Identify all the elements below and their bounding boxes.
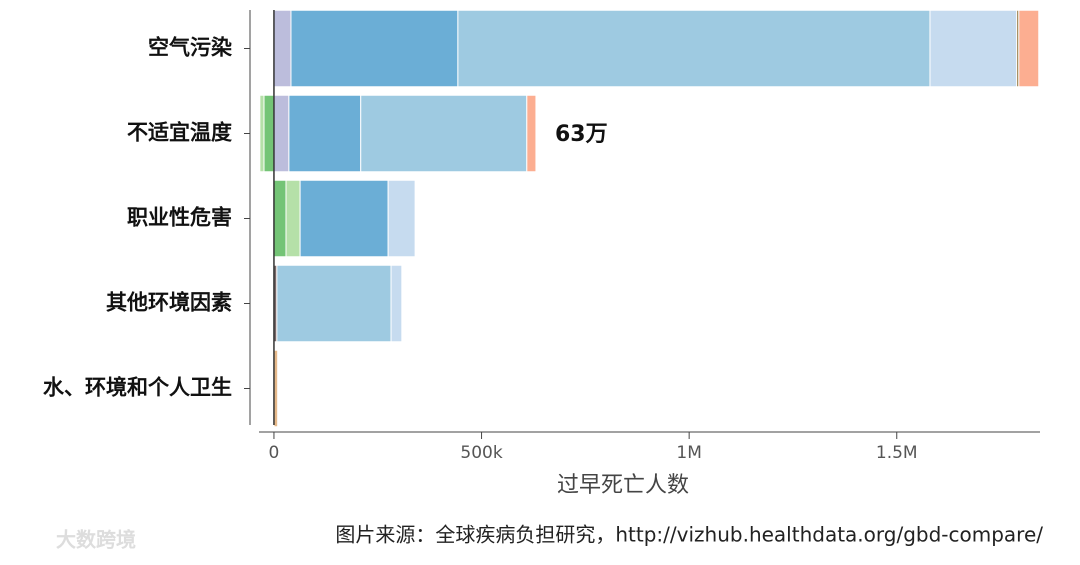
bar-segment	[263, 94, 275, 173]
bar-segment	[929, 9, 1018, 88]
x-tick-label: 1.5M	[876, 443, 918, 463]
x-axis-label: 过早死亡人数	[557, 473, 689, 498]
bar-segment	[1018, 9, 1040, 88]
bar-segment	[390, 264, 403, 343]
annotation: 63万	[555, 122, 608, 147]
watermark: 大数跨境	[56, 528, 136, 552]
bar-segment	[273, 9, 292, 88]
y-tick-label: 职业性危害	[127, 206, 232, 230]
bar-segment	[526, 94, 537, 173]
x-tick-label: 500k	[460, 443, 502, 463]
bar-segment	[457, 9, 931, 88]
bar-segment	[259, 94, 265, 173]
bar-segment	[288, 94, 362, 173]
bar-segment	[276, 264, 392, 343]
bar-segment	[273, 179, 287, 258]
x-tick-label: 1M	[676, 443, 701, 463]
bar-segment	[290, 9, 459, 88]
y-tick-label: 不适宜温度	[127, 121, 232, 145]
x-tick-label: 0	[269, 443, 280, 463]
y-tick-label: 水、环境和个人卫生	[43, 376, 232, 400]
y-tick-label: 空气污染	[148, 36, 232, 60]
bar-segment	[387, 179, 416, 258]
y-tick-label: 其他环境因素	[106, 291, 232, 315]
bar-segment	[273, 94, 290, 173]
bar-segment	[360, 94, 528, 173]
source: 图片来源：全球疾病负担研究，http://vizhub.healthdata.o…	[335, 523, 1043, 547]
bar-segment	[285, 179, 301, 258]
bar-segment	[299, 179, 389, 258]
